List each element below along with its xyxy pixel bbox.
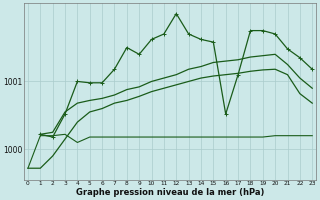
X-axis label: Graphe pression niveau de la mer (hPa): Graphe pression niveau de la mer (hPa) [76, 188, 264, 197]
